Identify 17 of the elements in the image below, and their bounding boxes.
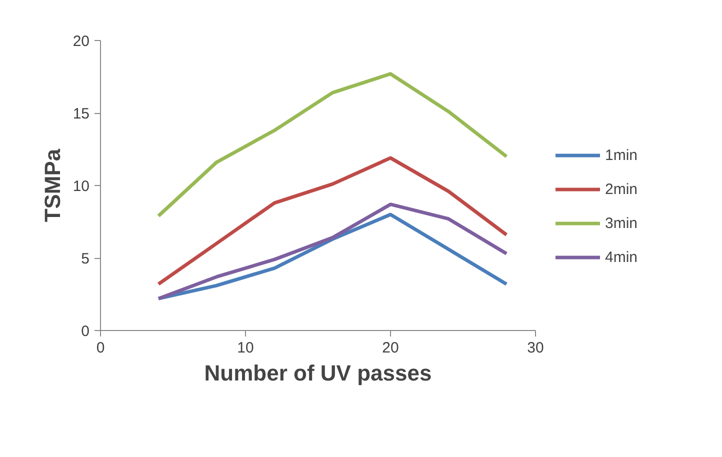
legend-label: 3min (605, 214, 639, 232)
legend-label: 1min (605, 146, 639, 164)
x-tick-label: 10 (237, 340, 254, 356)
y-tick-label: 15 (72, 106, 90, 122)
y-tick-label: 5 (81, 250, 90, 268)
legend-label: 4min (605, 248, 639, 266)
y-tick-label: 0 (81, 323, 90, 340)
x-axis-title: Number of UV passes (204, 360, 432, 386)
y-tick-label: 20 (72, 33, 90, 50)
legend-label: 2min (605, 180, 639, 198)
x-tick-label: 0 (96, 340, 105, 356)
x-tick-label: 30 (527, 340, 544, 356)
line-series (156, 156, 508, 286)
y-tick-label: 10 (72, 178, 90, 195)
x-tick-label: 20 (382, 340, 399, 356)
y-axis-title: TSMPa (40, 148, 65, 222)
line-series (156, 72, 508, 218)
